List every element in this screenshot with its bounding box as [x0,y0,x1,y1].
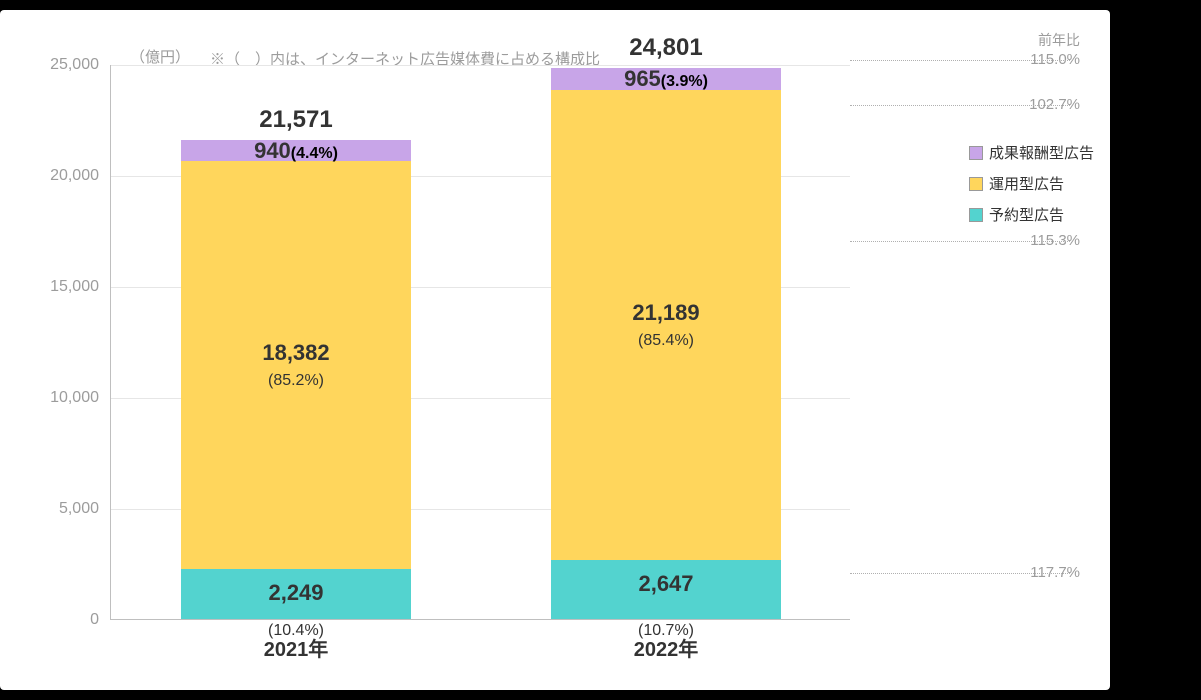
legend-swatch-affiliate [969,146,983,160]
segment-reserved: 2,647(10.7%) [551,560,781,619]
plot-area: 05,00010,00015,00020,00025,0002021年21,57… [110,65,850,620]
bar-2022: 2022年24,8012,647(10.7%)21,189(85.4%)965(… [551,68,781,619]
segment-affiliate: 940(4.4%) [181,140,411,161]
segment-label: 965(3.9%) [551,66,781,92]
segment-label: 18,382(85.2%) [181,340,411,390]
y-tick: 15,000 [50,278,111,296]
bar-total-label: 21,571 [181,106,411,140]
segment-affiliate: 965(3.9%) [551,68,781,89]
yoy-header: 前年比 [1038,30,1080,50]
y-tick: 0 [90,611,111,629]
legend-item-programmatic: 運用型広告 [969,173,1094,194]
leader-total [850,60,1070,61]
legend-label-reserved: 予約型広告 [989,204,1064,225]
leader-affiliate [850,105,1070,106]
legend-label-programmatic: 運用型広告 [989,173,1064,194]
leader-programmatic [850,241,1070,242]
segment-reserved: 2,249(10.4%) [181,569,411,619]
y-tick: 10,000 [50,389,111,407]
leader-reserved [850,573,1070,574]
segment-programmatic: 21,189(85.4%) [551,90,781,560]
y-tick: 5,000 [59,500,111,518]
y-tick: 25,000 [50,56,111,74]
legend-item-affiliate: 成果報酬型広告 [969,142,1094,163]
segment-label: 2,249 [181,580,411,606]
y-tick: 20,000 [50,167,111,185]
segment-programmatic: 18,382(85.2%) [181,161,411,569]
legend-swatch-programmatic [969,177,983,191]
segment-pct-label: (10.7%) [551,619,781,640]
y-axis-unit: （億円） [130,46,190,67]
segment-label: 940(4.4%) [181,138,411,164]
chart-container: （億円） ※（ ）内は、インターネット広告媒体費に占める構成比 前年比 05,0… [0,10,1110,690]
legend-swatch-reserved [969,208,983,222]
legend-item-reserved: 予約型広告 [969,204,1094,225]
segment-label: 2,647 [551,571,781,597]
legend-label-affiliate: 成果報酬型広告 [989,142,1094,163]
legend: 成果報酬型広告 運用型広告 予約型広告 [969,142,1094,235]
segment-pct-label: (10.4%) [181,619,411,640]
segment-label: 21,189(85.4%) [551,300,781,350]
bar-total-label: 24,801 [551,34,781,68]
bar-2021: 2021年21,5712,249(10.4%)18,382(85.2%)940(… [181,140,411,619]
